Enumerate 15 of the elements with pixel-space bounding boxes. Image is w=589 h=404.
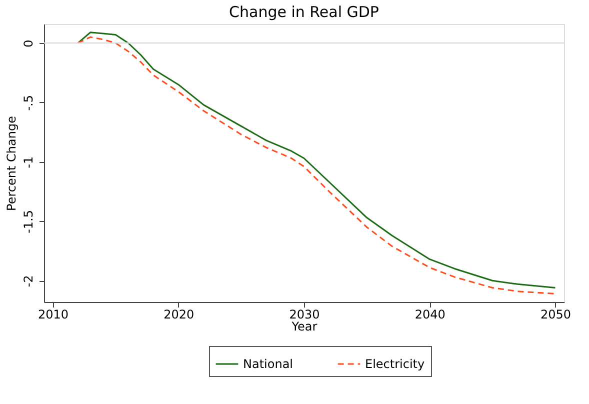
legend-label: National [243, 357, 294, 371]
x-tick-label: 2040 [414, 308, 446, 322]
y-tick-label: 0 [22, 40, 36, 48]
y-tick-label: -2 [22, 275, 36, 288]
y-axis-title: Percent Change [4, 116, 18, 211]
x-axis-title: Year [290, 320, 318, 334]
x-tick-label: 2010 [38, 308, 69, 322]
x-tick-label: 2020 [164, 308, 194, 322]
legend-label: Electricity [365, 357, 425, 371]
y-tick-label: -1 [22, 156, 36, 168]
y-tick-label: -1.5 [22, 210, 36, 234]
x-tick-label: 2030 [289, 308, 320, 322]
x-tick-label: 2050 [540, 308, 571, 322]
y-tick-label: -.5 [22, 95, 36, 111]
chart-title: Change in Real GDP [229, 3, 379, 21]
